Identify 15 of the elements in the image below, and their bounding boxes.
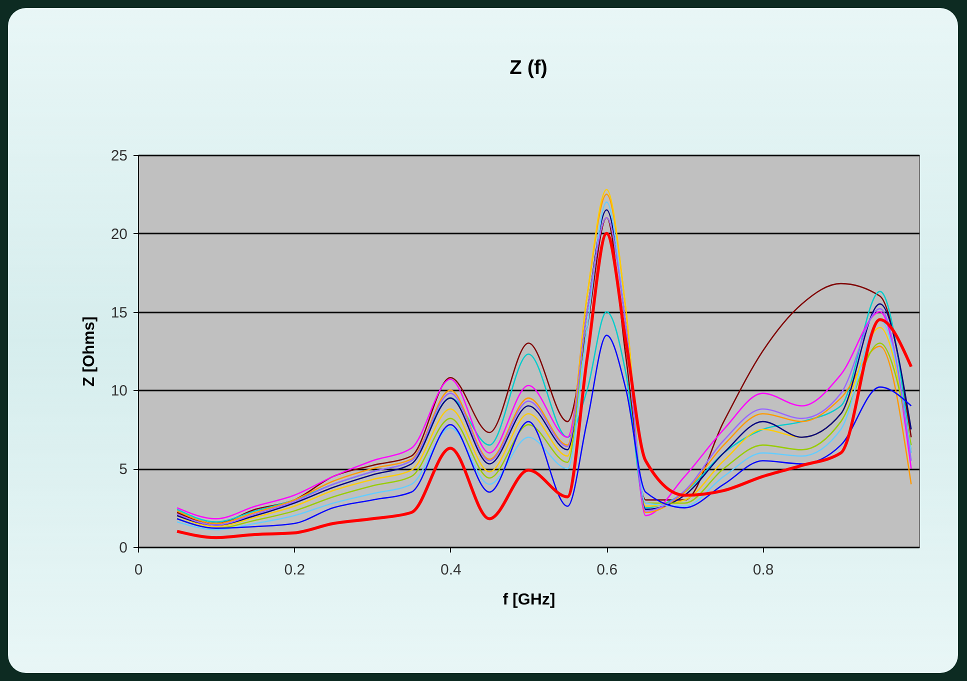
y-tick-label: 10 [110, 382, 128, 400]
y-tick-label: 0 [119, 540, 128, 556]
y-tick-label: 5 [119, 461, 128, 478]
y-tick-label: 15 [110, 304, 128, 322]
y-tick-label: 25 [110, 148, 128, 164]
x-tick-label: 0.8 [752, 562, 774, 578]
line-series [176, 334, 912, 529]
x-tick-label: 0.2 [284, 562, 306, 578]
x-tick-label: 0 [134, 562, 143, 578]
y-tick-label: 20 [110, 226, 128, 243]
x-tick-label: 0.6 [596, 562, 618, 578]
chart-title: Z (f) [510, 57, 548, 79]
y-axis-title: Z [Ohms] [80, 316, 98, 387]
x-tick-label: 0.4 [440, 562, 462, 578]
x-axis-title: f [GHz] [502, 592, 556, 608]
